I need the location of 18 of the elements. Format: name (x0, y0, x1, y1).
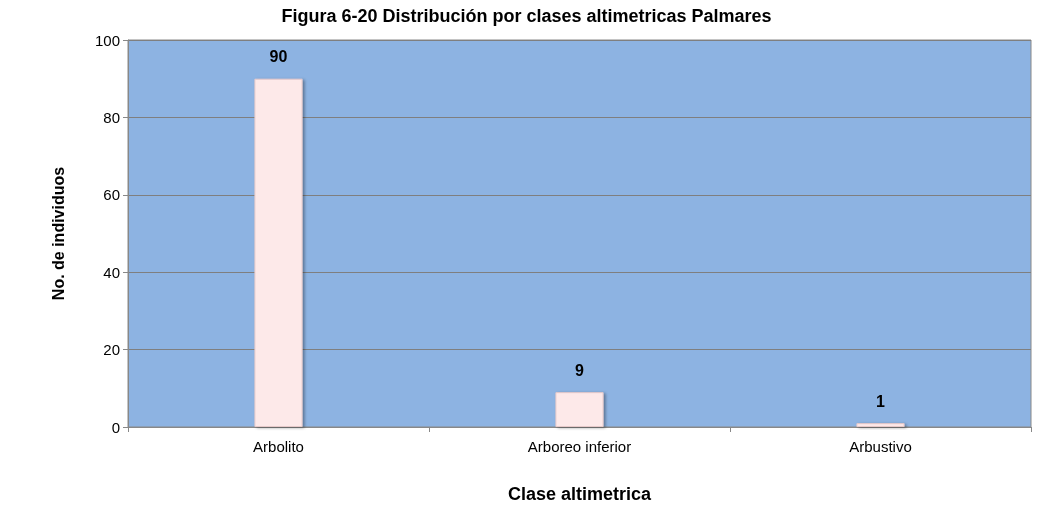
y-tick-label: 20 (103, 341, 120, 359)
x-tick-label: Arbolito (253, 438, 304, 455)
y-tick-label: 60 (103, 186, 120, 204)
data-label: 9 (575, 361, 585, 379)
y-axis-title: No. de individuos (49, 166, 67, 301)
bar (555, 392, 604, 427)
x-tick-label: Arboreo inferior (527, 438, 632, 455)
x-axis-title: Clase altimetrica (507, 484, 653, 504)
data-label: 90 (269, 48, 288, 66)
data-label: 1 (876, 392, 886, 410)
bar (254, 78, 303, 427)
y-tick-label: 100 (94, 31, 120, 49)
x-tick-label: Arbustivo (849, 438, 912, 455)
y-tick-label: 0 (111, 418, 120, 436)
y-tick-label: 80 (103, 108, 120, 126)
chart-title: Figura 6-20 Distribución por clases altimetricas Palmares (281, 6, 772, 26)
y-tick-label: 40 (103, 263, 120, 281)
bar (856, 423, 905, 427)
